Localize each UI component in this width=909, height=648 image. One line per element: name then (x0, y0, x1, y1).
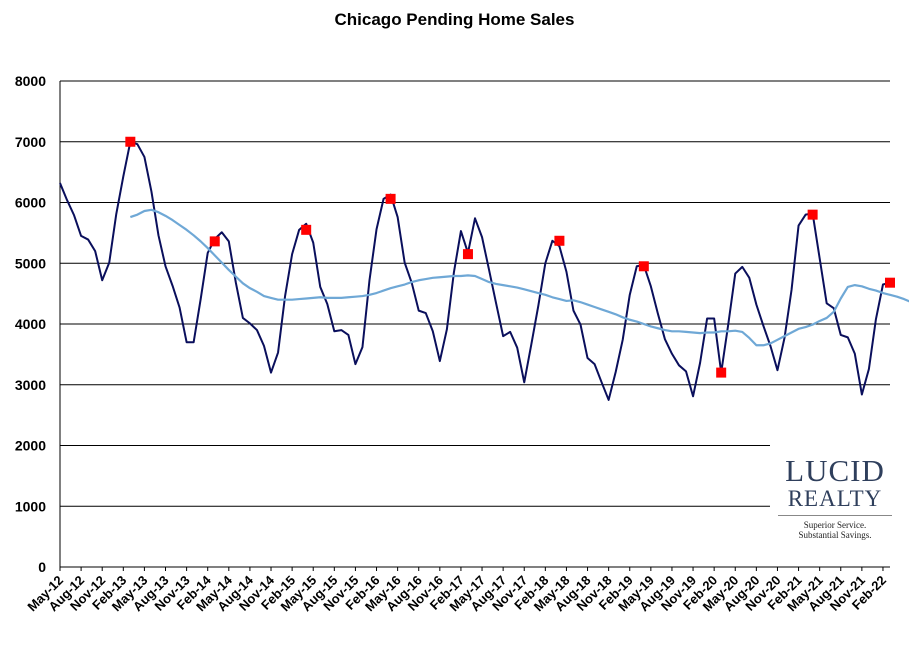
logo-divider (778, 515, 892, 516)
y-tick-label: 4000 (15, 316, 46, 332)
gridlines (60, 80, 890, 507)
monthly-series-line (59, 140, 891, 401)
series-lines (59, 140, 909, 401)
marker-point (462, 249, 473, 260)
y-tick-label: 5000 (15, 255, 46, 271)
marker-point (125, 136, 136, 147)
series-markers (125, 136, 895, 378)
y-axis-ticks: 0 1000 2000 3000 4000 5000 6000 7000 8000 (15, 73, 46, 575)
logo-tagline-2: Substantial Savings. (798, 530, 872, 540)
y-tick-label: 6000 (15, 195, 46, 211)
y-tick-label: 7000 (15, 134, 46, 150)
marker-point (554, 235, 565, 246)
marker-point (385, 193, 396, 204)
marker-point (885, 277, 895, 288)
y-tick-label: 8000 (15, 73, 46, 89)
axes (59, 81, 890, 568)
marker-point (807, 209, 818, 220)
marker-point (638, 261, 649, 272)
lucid-realty-logo: LUCID REALTY Superior Service. Substanti… (770, 455, 900, 540)
average-series-line (129, 208, 909, 347)
logo-name: LUCID (785, 453, 885, 488)
y-tick-label: 0 (38, 559, 46, 575)
y-tick-label: 2000 (15, 438, 46, 454)
marker-point (209, 236, 220, 247)
logo-subname: REALTY (787, 486, 883, 511)
marker-point (716, 367, 727, 378)
y-tick-label: 1000 (15, 498, 46, 514)
marker-point (301, 224, 312, 235)
chart-title: Chicago Pending Home Sales (334, 10, 575, 29)
y-tick-label: 3000 (15, 377, 46, 393)
logo-tagline-1: Superior Service. (803, 520, 867, 530)
x-axis-ticks: May-12Aug-12Nov-12Feb-13May-13Aug-13Nov-… (24, 567, 889, 614)
